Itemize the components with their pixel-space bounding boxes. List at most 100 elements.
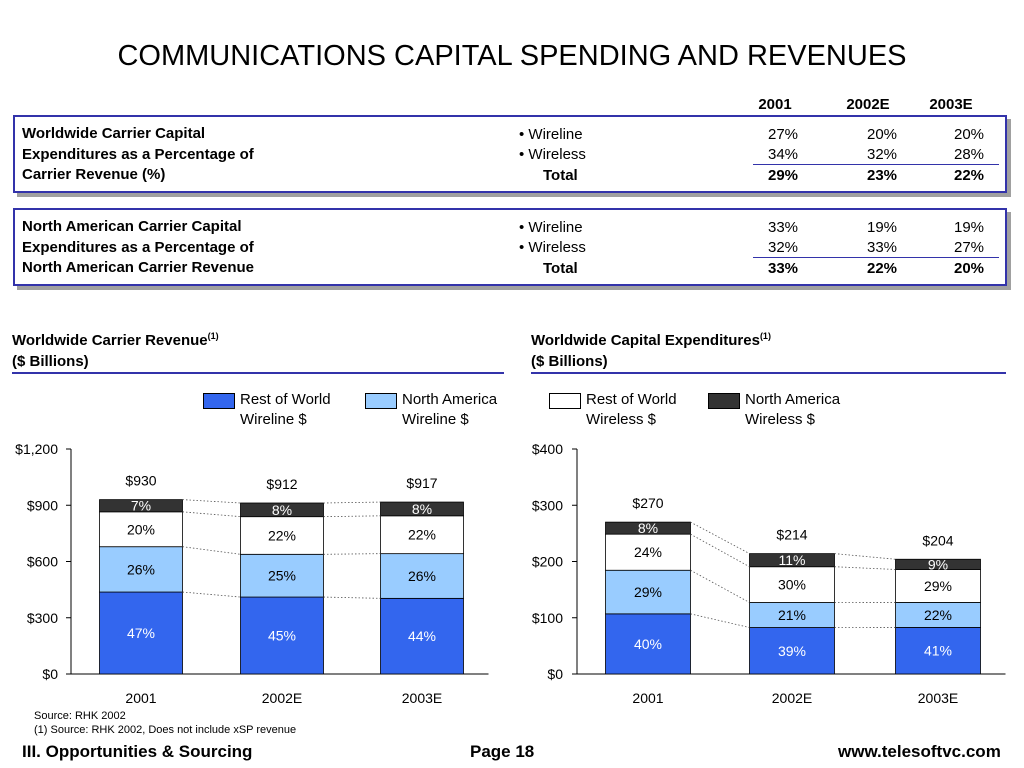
legend-swatch-rest-wireline bbox=[203, 393, 235, 409]
table-row-wireless: • Wireless 32% 33% 27% bbox=[15, 239, 1005, 259]
bar-segment bbox=[895, 602, 981, 628]
panel-label: North American Carrier Capital Expenditu… bbox=[22, 217, 254, 279]
segment-label: 9% bbox=[928, 556, 948, 572]
connector-line bbox=[323, 501, 381, 504]
capex-stacked-bar-chart: $0 $100 $200 $300 $400 40% 29% 24% 8% $270 2001 39%… bbox=[532, 441, 1006, 706]
footnote-1: (1) Source: RHK 2002, Does not include x… bbox=[34, 724, 297, 736]
category-label: 2002E bbox=[772, 690, 812, 706]
category-label: 2003E bbox=[918, 690, 958, 706]
segment-label: 8% bbox=[638, 520, 658, 536]
legend-line: Wireless $ bbox=[586, 411, 657, 428]
segment-label: 20% bbox=[127, 521, 155, 537]
year-header-2003e: 2003E bbox=[929, 96, 973, 113]
capex-chart-title: Worldwide Capital Expenditures(1) ($ Bil… bbox=[531, 326, 771, 372]
bar-segment bbox=[895, 558, 981, 570]
bar-segment bbox=[749, 602, 835, 628]
table-row-total: Total 33% 22% 20% bbox=[15, 260, 1005, 280]
website-link[interactable]: www.telesoftvc.com bbox=[838, 742, 1001, 761]
bar-total-label: $270 bbox=[632, 495, 663, 511]
bar-segment bbox=[380, 515, 464, 555]
bar-segment bbox=[240, 516, 324, 555]
bar-segment bbox=[749, 566, 835, 603]
y-tick-label: $1,200 bbox=[15, 441, 58, 457]
bar-segment bbox=[240, 502, 324, 518]
cell-value: 20% bbox=[953, 126, 985, 143]
page-number: Page 18 bbox=[470, 742, 535, 761]
bar-segment bbox=[99, 499, 183, 513]
segment-label: 30% bbox=[778, 577, 806, 593]
segment-label: 22% bbox=[408, 527, 436, 543]
legend-label-rest-wireline: Rest of World Wireline $ bbox=[240, 390, 331, 430]
bar-segment bbox=[605, 521, 691, 535]
cell-value: 32% bbox=[866, 146, 898, 163]
segment-label: 45% bbox=[268, 628, 296, 644]
y-tick-label: $100 bbox=[532, 610, 563, 626]
bar-segment bbox=[99, 546, 183, 593]
connector-line bbox=[323, 553, 381, 555]
year-header-2001: 2001 bbox=[758, 96, 792, 113]
legend-line: North America bbox=[402, 391, 498, 408]
chart-subtitle: ($ Billions) bbox=[12, 353, 89, 370]
legend-line: Rest of World bbox=[586, 391, 677, 408]
cell-value: 28% bbox=[953, 146, 985, 163]
y-tick-label: $400 bbox=[532, 441, 563, 457]
table-row-wireless: • Wireless 34% 32% 28% bbox=[15, 146, 1005, 166]
legend-line: North America bbox=[745, 391, 841, 408]
bar-segment bbox=[749, 627, 835, 675]
category-label: 2001 bbox=[632, 690, 663, 706]
bar-segment bbox=[240, 553, 324, 598]
connector-line bbox=[690, 521, 750, 554]
bar-segment bbox=[749, 553, 835, 568]
legend-line: Wireline $ bbox=[402, 411, 469, 428]
footnote-marker: (1) bbox=[207, 331, 219, 341]
bar-total-label: $214 bbox=[776, 527, 807, 543]
segment-label: 21% bbox=[778, 607, 806, 623]
segment-label: 44% bbox=[408, 628, 436, 644]
legend-swatch-na-wireline bbox=[365, 393, 397, 409]
row-label: • Wireless bbox=[519, 239, 586, 256]
cell-value: 20% bbox=[953, 260, 985, 277]
revenue-chart-title: Worldwide Carrier Revenue(1) ($ Billions… bbox=[12, 326, 219, 372]
connector-line bbox=[182, 591, 241, 598]
connector-line bbox=[182, 511, 241, 518]
revenue-stacked-bar-chart: $0 $300 $600 $900 $1,200 47% 26% 20% 7% $930 2001 4… bbox=[15, 441, 489, 706]
chart-subtitle: ($ Billions) bbox=[531, 353, 608, 370]
worldwide-capex-ratio-panel: Worldwide Carrier Capital Expenditures a… bbox=[13, 115, 1007, 193]
capex-title-underline bbox=[531, 372, 1006, 374]
category-label: 2001 bbox=[125, 690, 156, 706]
row-label: Total bbox=[543, 167, 578, 184]
year-header-2002e: 2002E bbox=[846, 96, 890, 113]
cell-value: 33% bbox=[866, 239, 898, 256]
segment-label: 29% bbox=[634, 584, 662, 600]
table-row-wireline: • Wireline 33% 19% 19% bbox=[15, 219, 1005, 239]
bar-total-label: $917 bbox=[406, 475, 437, 491]
cell-value: 22% bbox=[953, 167, 985, 184]
cell-value: 27% bbox=[953, 239, 985, 256]
total-divider bbox=[753, 164, 999, 165]
segment-label: 7% bbox=[131, 498, 151, 514]
connector-line bbox=[182, 499, 241, 504]
y-tick-label: $200 bbox=[532, 554, 563, 570]
revenue-title-underline bbox=[12, 372, 504, 374]
row-label: • Wireline bbox=[519, 126, 583, 143]
legend-label-rest-wireless: Rest of World Wireless $ bbox=[586, 390, 677, 430]
legend-line: Wireline $ bbox=[240, 411, 307, 428]
connector-line bbox=[323, 515, 381, 518]
segment-label: 47% bbox=[127, 625, 155, 641]
panel-label-line: North American Carrier Revenue bbox=[22, 259, 255, 276]
connector-line bbox=[182, 546, 241, 555]
cell-value: 19% bbox=[866, 219, 898, 236]
connector-line bbox=[834, 566, 896, 570]
cell-value: 23% bbox=[866, 167, 898, 184]
chart-title-text: Worldwide Carrier Revenue bbox=[12, 332, 208, 349]
segment-label: 29% bbox=[924, 578, 952, 594]
cell-value: 19% bbox=[953, 219, 985, 236]
segment-label: 22% bbox=[924, 607, 952, 623]
cell-value: 20% bbox=[866, 126, 898, 143]
y-tick-label: $0 bbox=[547, 666, 563, 682]
bar-segment bbox=[895, 569, 981, 603]
panel-label-line: Expenditures as a Percentage of bbox=[22, 238, 254, 256]
segment-label: 22% bbox=[268, 527, 296, 543]
cell-value: 29% bbox=[767, 167, 799, 184]
segment-label: 26% bbox=[127, 561, 155, 577]
